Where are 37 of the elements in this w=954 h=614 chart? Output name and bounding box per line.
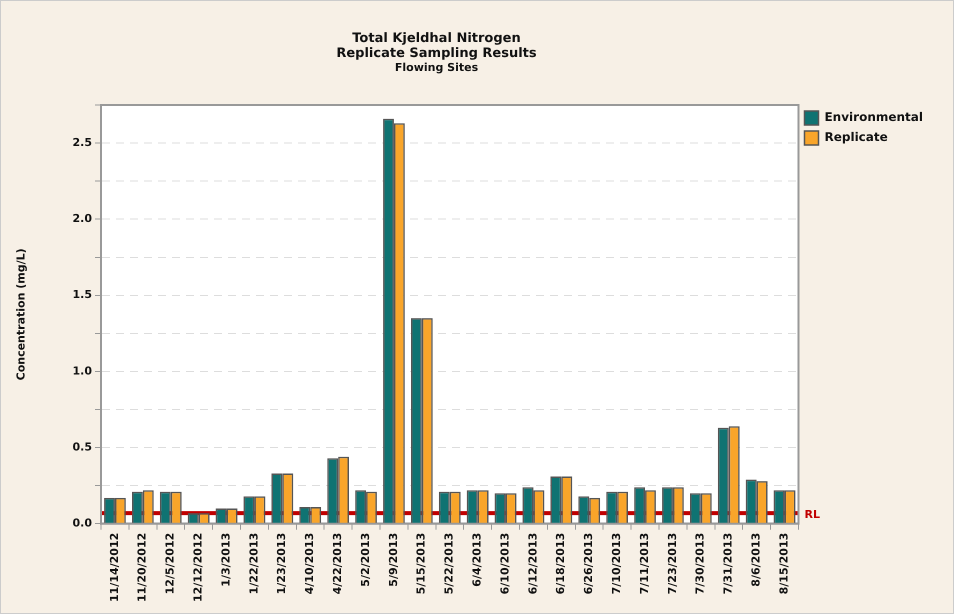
chart-subtitle: Replicate Sampling Results Flowing Sites xyxy=(335,46,538,74)
x-tick-label: 7/11/2013 xyxy=(638,532,651,594)
y-tick-label: 1.0 xyxy=(72,364,92,378)
x-tick-label: 11/20/2012 xyxy=(136,532,149,602)
x-tick-label: 7/30/2013 xyxy=(694,532,707,594)
x-tick-label: 6/18/2013 xyxy=(554,532,568,594)
y-axis-title: Concentration (mg/L) xyxy=(14,248,28,380)
chart-title: Total Kjeldhal Nitrogen xyxy=(351,31,522,46)
x-tick-label: 1/22/2013 xyxy=(247,532,260,594)
x-tick-label: 12/12/2012 xyxy=(192,532,205,602)
ref-line-label: RL xyxy=(804,508,820,521)
x-tick-label: 4/22/2013 xyxy=(331,532,344,594)
x-tick-label: 6/4/2013 xyxy=(470,532,484,587)
y-tick-label: 2.0 xyxy=(72,212,92,226)
x-tick-label: 11/14/2012 xyxy=(108,532,121,602)
x-tick-label: 1/23/2013 xyxy=(275,532,288,594)
x-tick-label: 7/31/2013 xyxy=(722,532,735,594)
x-tick-label: 8/6/2013 xyxy=(749,532,762,587)
y-tick-label: 2.5 xyxy=(72,136,92,149)
y-tick-label: 0.0 xyxy=(72,516,92,530)
x-tick-label: 6/12/2013 xyxy=(526,532,540,594)
x-tick-label: 7/10/2013 xyxy=(610,532,623,594)
x-tick-label: 6/10/2013 xyxy=(498,532,512,594)
y-tick-label: 1.5 xyxy=(72,288,92,302)
x-tick-label: 1/3/2013 xyxy=(219,532,232,587)
x-tick-label: 5/2/2013 xyxy=(358,532,372,587)
x-tick-label: 5/9/2013 xyxy=(386,532,400,587)
y-tick-label: 0.5 xyxy=(72,440,92,454)
x-tick-label: 12/5/2012 xyxy=(164,532,177,594)
x-tick-label: 4/10/2013 xyxy=(303,532,316,594)
x-tick-label: 8/15/2013 xyxy=(777,532,790,594)
x-tick-label: 7/23/2013 xyxy=(666,532,679,594)
x-tick-label: 5/22/2013 xyxy=(442,532,456,594)
x-tick-label: 5/15/2013 xyxy=(414,532,428,594)
x-tick-label: 6/26/2013 xyxy=(582,532,596,594)
legend-label: Replicate xyxy=(824,130,888,144)
legend-label: Environmental xyxy=(824,110,923,124)
